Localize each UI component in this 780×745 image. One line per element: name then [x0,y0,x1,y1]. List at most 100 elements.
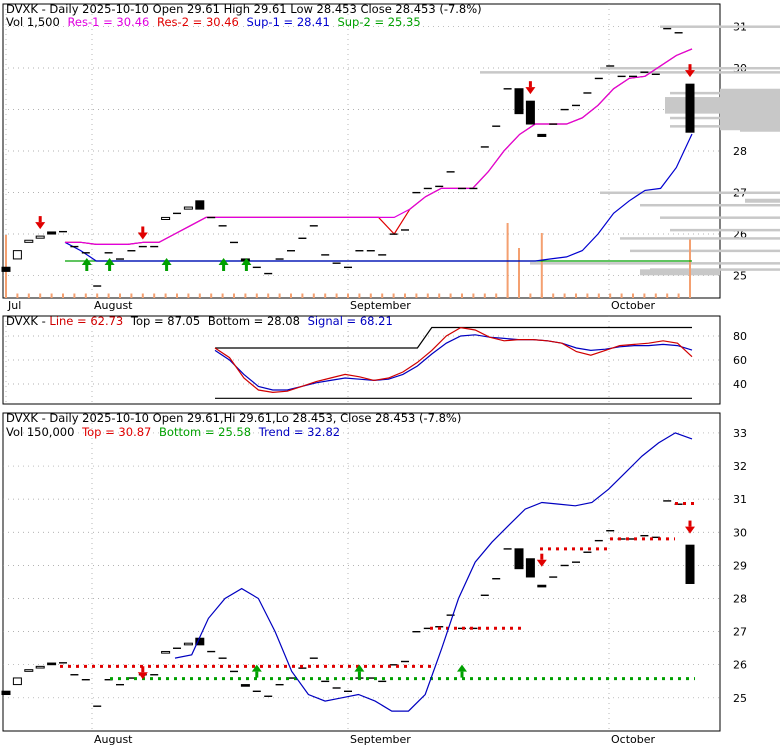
candle [458,187,466,190]
volume-profile-bar [600,191,780,195]
volume-bar [426,293,429,298]
candle [104,252,113,254]
candle [423,187,432,190]
buy-arrow-icon [457,664,467,672]
candle [298,237,307,239]
volume-bar [369,293,372,298]
volume-bar [141,293,144,298]
candle [685,83,695,133]
sell-arrow-icon-stem [688,64,692,71]
candle [35,235,45,239]
candle [218,225,227,227]
candle [572,104,580,107]
candle [252,266,261,269]
sell-arrow-icon [525,87,536,95]
date-axis-tick-label: September [350,299,411,312]
candle [583,92,592,94]
volume-bar [609,293,612,298]
candle [663,500,672,502]
candle [389,664,398,666]
volume-profile-block [720,88,780,131]
candle [275,258,284,260]
trend-axis-tick-label: 33 [733,427,747,440]
trend-axis-tick-label: 32 [733,460,747,473]
signal-line [214,334,693,391]
panel3-legend: Vol 150,000 Top = 30.87 Bottom = 25.58 T… [6,425,340,439]
candle [116,258,124,260]
candle [492,125,501,127]
candle [150,245,159,248]
buy-arrow-icon-stem [460,671,464,678]
volume-profile-bar [740,129,780,132]
sell-arrow-icon-stem [38,216,42,223]
candle [594,77,603,80]
candle [480,146,489,148]
volume-profile-bar [620,237,780,240]
sell-arrow-icon-stem [528,81,532,88]
price-axis-tick-label: 25 [733,270,747,283]
buy-arrow-icon [354,664,365,672]
candle [24,669,34,672]
volume-profile-bar [660,25,780,28]
candle [344,266,352,269]
candle [446,171,455,173]
candle [560,108,569,111]
trend-line [174,432,693,712]
volume-bar [689,239,691,298]
candle [514,548,524,570]
candle [127,677,136,679]
bottom-label-3: Bottom = 25.58 [159,425,251,439]
volume-bar [358,293,361,298]
candle [629,538,637,540]
res1-line [65,48,693,245]
candle [401,660,409,663]
date-axis-tick-label: Jul [7,299,21,312]
trend-date-axis-tick-label: August [94,733,133,745]
volume-bar [643,293,646,298]
buy-arrow-icon [104,258,115,265]
trend-date-axis-tick-label: October [611,733,655,745]
res2-label: Res-2 = 30.46 [157,15,239,29]
volume-bar [96,293,99,298]
volume-bar [404,293,406,298]
candle [560,564,569,567]
trend-axis-tick-label: 27 [733,626,747,639]
volume-bar [381,293,384,298]
candle [435,185,444,188]
candle [1,690,11,696]
candle [309,657,318,659]
volume-bar [677,293,680,298]
candle [287,250,295,252]
volume-bar [540,233,543,298]
volume-bar [518,248,520,298]
sell-arrow-icon [137,232,148,240]
trend-panel-frame [2,412,721,732]
candle [606,530,615,532]
candle [674,503,683,505]
buy-arrow-icon-stem [222,265,226,271]
volume-bar [50,293,53,298]
panel3-title: DVXK - Daily 2025-10-10 Open 29.61,Hi 29… [6,411,461,425]
sup1-label: Sup-1 = 28.41 [247,15,330,29]
vol-label: Vol 1,500 [6,15,60,29]
sell-arrow-icon-stem [688,520,692,527]
candle [503,88,512,90]
buy-arrow-icon-stem [85,265,89,271]
volume-profile-bar [670,228,780,232]
candle [81,679,90,681]
candle [525,558,535,578]
candle [321,254,330,256]
trend-date-axis-tick-label: September [350,733,411,745]
candle [525,100,535,125]
volume-bar [415,293,418,298]
candle [355,250,364,252]
top-label-3: Top = 30.87 [81,425,151,439]
sell-arrow-icon [137,672,148,680]
candle [161,650,171,654]
candle [572,561,580,563]
candle [59,662,67,664]
buy-arrow-icon [251,664,262,672]
vol-label-3: Vol 150,000 [6,425,74,439]
candle [252,690,261,692]
candle [423,627,432,630]
